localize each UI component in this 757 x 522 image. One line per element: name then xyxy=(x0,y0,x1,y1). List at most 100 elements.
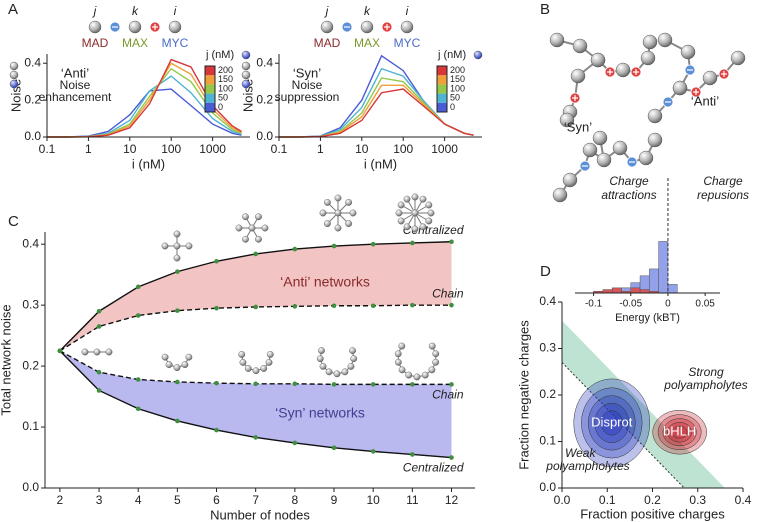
y-tick-label: 0.3 xyxy=(22,297,39,311)
schematic-letter: j xyxy=(92,4,97,18)
contour xyxy=(657,414,702,451)
bead xyxy=(570,68,586,84)
area-fill xyxy=(59,350,452,458)
bead xyxy=(320,20,334,34)
bead xyxy=(360,20,374,34)
point xyxy=(135,313,141,318)
contour xyxy=(587,395,636,451)
node-icon xyxy=(425,217,433,225)
colorbar-segment xyxy=(437,93,447,103)
y-tick-label: 0.4 xyxy=(24,55,41,69)
point xyxy=(96,308,102,314)
point xyxy=(410,452,415,457)
line-label: Chain xyxy=(432,388,464,402)
point xyxy=(253,304,258,310)
node-icon xyxy=(425,201,433,209)
point xyxy=(135,377,141,382)
node-icon xyxy=(397,217,405,225)
x-tick-label: 2 xyxy=(57,493,64,507)
node-icon xyxy=(244,365,252,372)
annotation: Noise xyxy=(292,78,323,92)
point xyxy=(292,246,298,252)
bead xyxy=(128,20,142,34)
point xyxy=(135,406,141,412)
contour xyxy=(600,410,623,436)
node-icon xyxy=(395,209,403,217)
bead xyxy=(572,38,588,54)
point xyxy=(96,369,102,375)
node-icon xyxy=(173,364,181,371)
contour xyxy=(671,425,688,439)
annotation: Noise xyxy=(60,78,91,92)
bead xyxy=(549,32,565,48)
node-icon xyxy=(239,359,247,366)
contour xyxy=(594,402,630,443)
bead xyxy=(559,112,575,128)
node-icon xyxy=(394,350,402,358)
bead xyxy=(88,20,102,34)
bead xyxy=(672,80,688,96)
node-icon xyxy=(334,194,342,202)
hist-bar xyxy=(630,287,641,294)
y-tick-label: 0.0 xyxy=(256,129,273,143)
node-icon xyxy=(411,225,419,233)
x-tick-label: 12 xyxy=(445,493,459,507)
node-icon xyxy=(319,209,327,217)
node-icon xyxy=(81,348,89,356)
node-icon xyxy=(419,223,427,231)
y-tick-label: 0.2 xyxy=(24,92,41,106)
line-label: Centralized xyxy=(403,223,464,237)
schematic-name: MAD xyxy=(314,36,341,50)
node-icon xyxy=(105,348,113,356)
bead xyxy=(702,70,718,86)
colorbar-label: 200 xyxy=(218,65,233,75)
x-tick-label: 1 xyxy=(317,142,324,156)
hist-bar xyxy=(658,241,669,294)
node-icon xyxy=(318,347,325,355)
node-icon xyxy=(405,371,413,379)
panel-label: B xyxy=(540,1,550,18)
bead xyxy=(596,152,612,168)
band-edge xyxy=(561,362,685,489)
node-icon xyxy=(345,198,353,206)
node-icon xyxy=(398,342,406,350)
node-icon xyxy=(323,220,331,228)
y-tick-label: 0.1 xyxy=(539,434,556,448)
annotation: Charge xyxy=(703,174,743,188)
x-tick-label: 7 xyxy=(252,493,259,507)
contour xyxy=(662,418,697,447)
point xyxy=(57,348,63,354)
x-tick-label: 0.3 xyxy=(689,493,706,507)
x-tick-label: 0.2 xyxy=(644,493,661,507)
node-icon xyxy=(181,361,189,369)
bead xyxy=(647,132,663,148)
node-icon xyxy=(334,224,342,232)
node-icon xyxy=(248,224,256,232)
point xyxy=(449,239,454,245)
x-tick-label: 10 xyxy=(123,142,137,156)
colorbar-label: 50 xyxy=(218,93,228,103)
x-axis-label: Fraction positive charges xyxy=(580,506,725,521)
legend-title: j (nM) xyxy=(205,49,234,61)
annotation: ‘Syn’ xyxy=(293,65,321,80)
hist-bar xyxy=(639,289,650,294)
hist-bar xyxy=(602,289,613,294)
schematic-name: MAX xyxy=(122,36,148,50)
colorbar-segment xyxy=(205,84,215,94)
panel-label: D xyxy=(540,263,551,280)
density-region xyxy=(573,378,651,468)
bead xyxy=(9,79,19,89)
point xyxy=(370,303,376,309)
colorbar-segment xyxy=(205,102,215,112)
x-tick-label: 8 xyxy=(292,493,299,507)
node-icon xyxy=(185,242,193,250)
y-axis-label: Total network noise xyxy=(0,304,13,415)
hist-bar xyxy=(611,287,622,294)
point xyxy=(96,388,102,393)
bead xyxy=(640,50,656,66)
point xyxy=(410,382,415,387)
x-tick-label: 0.1 xyxy=(39,142,56,156)
schematic-letter: i xyxy=(406,4,409,18)
node-icon xyxy=(398,366,406,374)
point xyxy=(175,418,180,424)
